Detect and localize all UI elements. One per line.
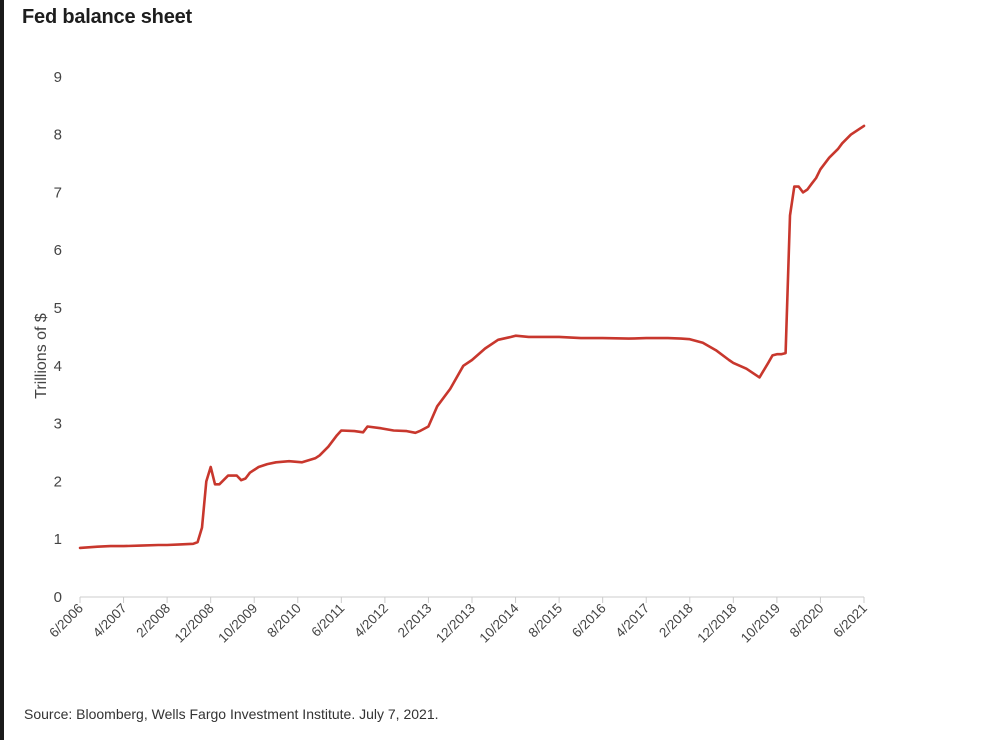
x-tick-label: 12/2018 [694, 601, 739, 646]
y-axis-ticks: 0 1 2 3 4 5 6 7 8 9 [54, 69, 62, 606]
x-tick-label: 8/2020 [787, 601, 827, 641]
source-note: Source: Bloomberg, Wells Fargo Investmen… [24, 706, 439, 722]
y-tick-label: 4 [54, 358, 62, 375]
x-tick-label: 4/2017 [613, 601, 653, 641]
window-edge [0, 0, 4, 740]
x-tick-label: 10/2009 [215, 601, 260, 646]
x-tick-label: 12/2013 [433, 601, 478, 646]
y-tick-label: 0 [54, 589, 62, 606]
y-axis-label: Trillions of $ [33, 313, 50, 399]
chart-title: Fed balance sheet [22, 6, 192, 28]
x-tick-label: 6/2006 [46, 601, 86, 641]
series-line [78, 124, 866, 550]
x-tick-label: 6/2016 [569, 601, 609, 641]
x-tick-label: 2/2008 [133, 601, 173, 641]
y-tick-label: 5 [54, 300, 62, 317]
x-tick-label: 4/2012 [351, 601, 391, 641]
x-tick-label: 6/2011 [308, 601, 347, 640]
x-tick-label: 10/2014 [477, 600, 522, 645]
x-tick-label: 6/2021 [830, 601, 870, 641]
y-tick-label: 7 [54, 184, 62, 201]
y-tick-label: 6 [54, 242, 62, 259]
x-tick-label: 10/2019 [738, 601, 783, 646]
x-tick-label: 8/2015 [525, 601, 565, 641]
y-tick-label: 2 [54, 473, 62, 490]
y-tick-label: 1 [54, 531, 62, 548]
x-tick-label: 8/2010 [264, 601, 304, 641]
y-tick-label: 8 [54, 127, 62, 144]
x-tick-label: 4/2007 [90, 601, 130, 641]
x-tick-label: 12/2008 [172, 601, 217, 646]
x-tick-label: 2/2013 [395, 601, 435, 641]
y-tick-label: 3 [54, 416, 62, 433]
y-tick-label: 9 [54, 69, 62, 86]
x-tick-label: 2/2018 [656, 601, 696, 641]
